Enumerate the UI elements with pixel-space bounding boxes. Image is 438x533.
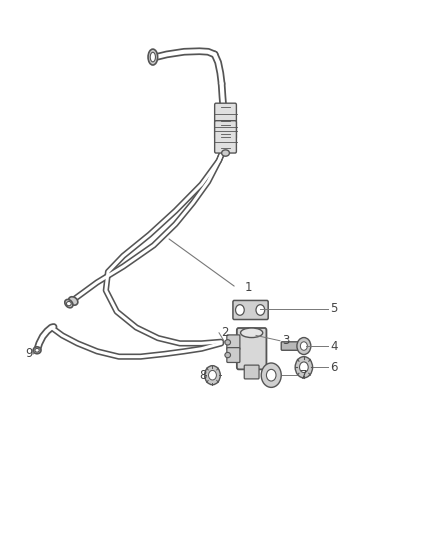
Circle shape — [300, 342, 307, 350]
FancyBboxPatch shape — [237, 328, 266, 369]
Circle shape — [297, 337, 311, 354]
FancyBboxPatch shape — [227, 348, 240, 362]
Text: 5: 5 — [330, 302, 337, 316]
Text: 2: 2 — [221, 326, 229, 340]
Circle shape — [300, 362, 308, 373]
Text: 9: 9 — [25, 348, 33, 360]
Ellipse shape — [225, 352, 230, 358]
Circle shape — [236, 305, 244, 316]
Circle shape — [205, 366, 220, 385]
Text: 4: 4 — [330, 340, 338, 352]
Ellipse shape — [150, 52, 155, 62]
Text: 1: 1 — [245, 281, 253, 294]
Ellipse shape — [222, 150, 230, 156]
Circle shape — [295, 357, 313, 378]
Circle shape — [256, 305, 265, 316]
Ellipse shape — [35, 349, 39, 352]
Text: 6: 6 — [330, 361, 338, 374]
Text: 8: 8 — [199, 369, 207, 382]
Text: 3: 3 — [282, 334, 290, 347]
Ellipse shape — [69, 297, 78, 305]
Ellipse shape — [225, 340, 230, 345]
FancyBboxPatch shape — [215, 103, 237, 139]
Ellipse shape — [65, 300, 73, 308]
Ellipse shape — [33, 347, 41, 354]
FancyBboxPatch shape — [233, 301, 268, 319]
Circle shape — [208, 370, 216, 380]
FancyBboxPatch shape — [281, 342, 303, 350]
Ellipse shape — [148, 49, 158, 65]
Ellipse shape — [240, 328, 263, 337]
Circle shape — [266, 369, 276, 381]
FancyBboxPatch shape — [227, 335, 240, 350]
FancyBboxPatch shape — [215, 120, 237, 153]
FancyBboxPatch shape — [244, 365, 259, 379]
Ellipse shape — [67, 302, 71, 306]
Circle shape — [261, 363, 281, 387]
Text: 7: 7 — [300, 369, 307, 382]
